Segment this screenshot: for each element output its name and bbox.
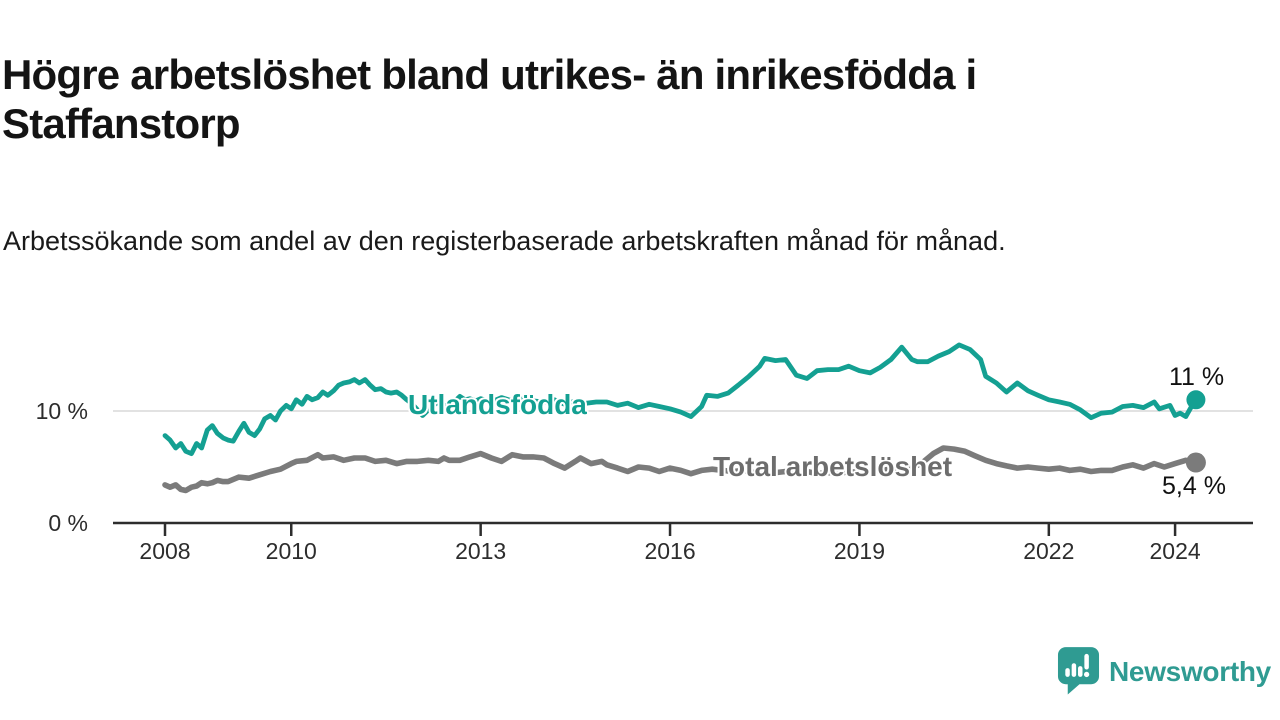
newsworthy-logo: Newsworthy	[1057, 646, 1271, 698]
end-value-label-foreign-born: 11 %	[1169, 363, 1225, 391]
y-tick-label: 10 %	[36, 398, 88, 424]
newsworthy-speech-bubble-chart-icon	[1057, 647, 1100, 695]
series-label-foreign-born: Utlandsfödda	[408, 389, 587, 420]
x-tick-label: 2010	[266, 538, 317, 564]
x-tick-label: 2013	[455, 538, 506, 564]
x-tick-label: 2016	[644, 538, 695, 564]
series-end-dot-foreign-born	[1186, 390, 1206, 410]
series-label-total: Total arbetslöshet	[713, 451, 953, 482]
newsworthy-logo-text: Newsworthy	[1109, 656, 1271, 687]
page-title: Högre arbetslöshet bland utrikes- än inr…	[2, 51, 977, 148]
series-line-total	[162, 445, 1199, 494]
chart-subtitle: Arbetssökande som andel av den registerb…	[3, 226, 1006, 256]
x-tick-label: 2024	[1149, 538, 1200, 564]
x-tick-label: 2022	[1023, 538, 1074, 564]
x-tick-label: 2019	[834, 538, 885, 564]
x-tick-label: 2008	[139, 538, 190, 564]
y-tick-label: 0 %	[48, 510, 88, 536]
series-line-foreign-born	[162, 342, 1199, 457]
end-value-label-total: 5,4 %	[1162, 472, 1226, 500]
series-end-dot-total	[1185, 452, 1206, 473]
